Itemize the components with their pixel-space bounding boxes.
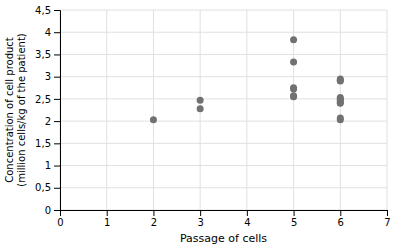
- tick-mark: [247, 210, 248, 216]
- tick: 4: [244, 210, 250, 228]
- grid-line: [60, 32, 387, 33]
- axis-line: [61, 211, 388, 217]
- tick: 4,5: [35, 5, 60, 16]
- y-axis-label: Concentration of cell product(million ce…: [4, 33, 27, 186]
- tick-mark: [54, 10, 60, 11]
- tick-label: 3: [197, 217, 203, 228]
- tick: 1: [45, 160, 60, 171]
- tick: 1: [104, 210, 110, 228]
- tick: 2,5: [35, 94, 60, 105]
- tick: 5: [291, 210, 297, 228]
- tick-mark: [54, 188, 60, 189]
- tick-mark: [107, 210, 108, 216]
- point: [290, 36, 297, 43]
- tick: 2: [45, 116, 60, 127]
- tick-label: 1,5: [35, 138, 51, 149]
- tick: 3: [45, 71, 60, 82]
- tick-mark: [54, 166, 60, 167]
- points: [150, 36, 344, 123]
- tick-label: 5: [291, 217, 297, 228]
- point: [337, 75, 344, 82]
- point: [290, 93, 297, 100]
- grid-line: [387, 10, 388, 210]
- tick-mark: [340, 210, 341, 216]
- tick-label: 2: [151, 217, 157, 228]
- grid: [60, 10, 387, 210]
- chart: 0 1 2 3 4 5 6 7 0 0,5 1 1,5 2 2,5 3 3,5 4 4,5 Passage of c…: [0, 0, 401, 248]
- tick: 7: [384, 210, 390, 228]
- tick-label: 2: [45, 116, 51, 127]
- plot: 0 1 2 3 4 5 6 7 0 0,5 1 1,5 2 2,5 3 3,5 4 4,5: [35, 5, 391, 228]
- point: [197, 97, 204, 104]
- tick-label: 2,5: [35, 94, 51, 105]
- grid-line: [340, 10, 341, 210]
- tick: 4: [45, 27, 60, 38]
- tick-label: 0: [57, 217, 63, 228]
- tick-mark: [54, 210, 60, 211]
- point: [290, 84, 297, 91]
- tick-label: 4: [244, 217, 250, 228]
- grid-line: [106, 10, 107, 210]
- point: [150, 116, 157, 123]
- x-axis-label: Passage of cells: [180, 232, 267, 245]
- tick: 1,5: [35, 138, 60, 149]
- tick-label: 1: [104, 217, 110, 228]
- axis-line: [54, 11, 61, 211]
- tick-label: 0,5: [35, 182, 51, 193]
- tick-mark: [54, 54, 60, 55]
- grid-line: [60, 10, 387, 11]
- tick-label: 3: [45, 71, 51, 82]
- grid-line: [60, 187, 387, 188]
- x-axis: 0 1 2 3 4 5 6 7: [57, 210, 390, 228]
- tick-label: 7: [384, 217, 390, 228]
- grid-line: [60, 165, 387, 166]
- grid-line: [60, 143, 387, 144]
- tick-label: 1: [45, 160, 51, 171]
- grid-line: [246, 10, 247, 210]
- tick-label: 4: [45, 27, 51, 38]
- tick: 0,5: [35, 182, 60, 193]
- point: [290, 92, 297, 99]
- tick-mark: [54, 143, 60, 144]
- point: [197, 105, 204, 112]
- tick-label: 3,5: [35, 49, 51, 60]
- tick-mark: [294, 210, 295, 216]
- tick-mark: [54, 32, 60, 33]
- tick-mark: [153, 210, 154, 216]
- tick-label: 4,5: [35, 5, 51, 16]
- tick-mark: [54, 121, 60, 122]
- y-axis: 0 0,5 1 1,5 2 2,5 3 3,5 4 4,5: [35, 5, 60, 216]
- tick-mark: [54, 77, 60, 78]
- tick: 3,5: [35, 49, 60, 60]
- tick-label: 6: [338, 217, 344, 228]
- tick: 3: [197, 210, 203, 228]
- tick-mark: [54, 99, 60, 100]
- grid-line: [153, 10, 154, 210]
- tick: 2: [151, 210, 157, 228]
- tick-mark: [200, 210, 201, 216]
- tick: 6: [338, 210, 344, 228]
- tick-mark: [387, 210, 388, 216]
- tick: 0: [45, 205, 60, 216]
- grid-line: [60, 54, 387, 55]
- point: [290, 59, 297, 66]
- point: [337, 94, 344, 101]
- tick: 0: [57, 210, 63, 228]
- point: [337, 115, 344, 122]
- tick-label: 0: [45, 205, 51, 216]
